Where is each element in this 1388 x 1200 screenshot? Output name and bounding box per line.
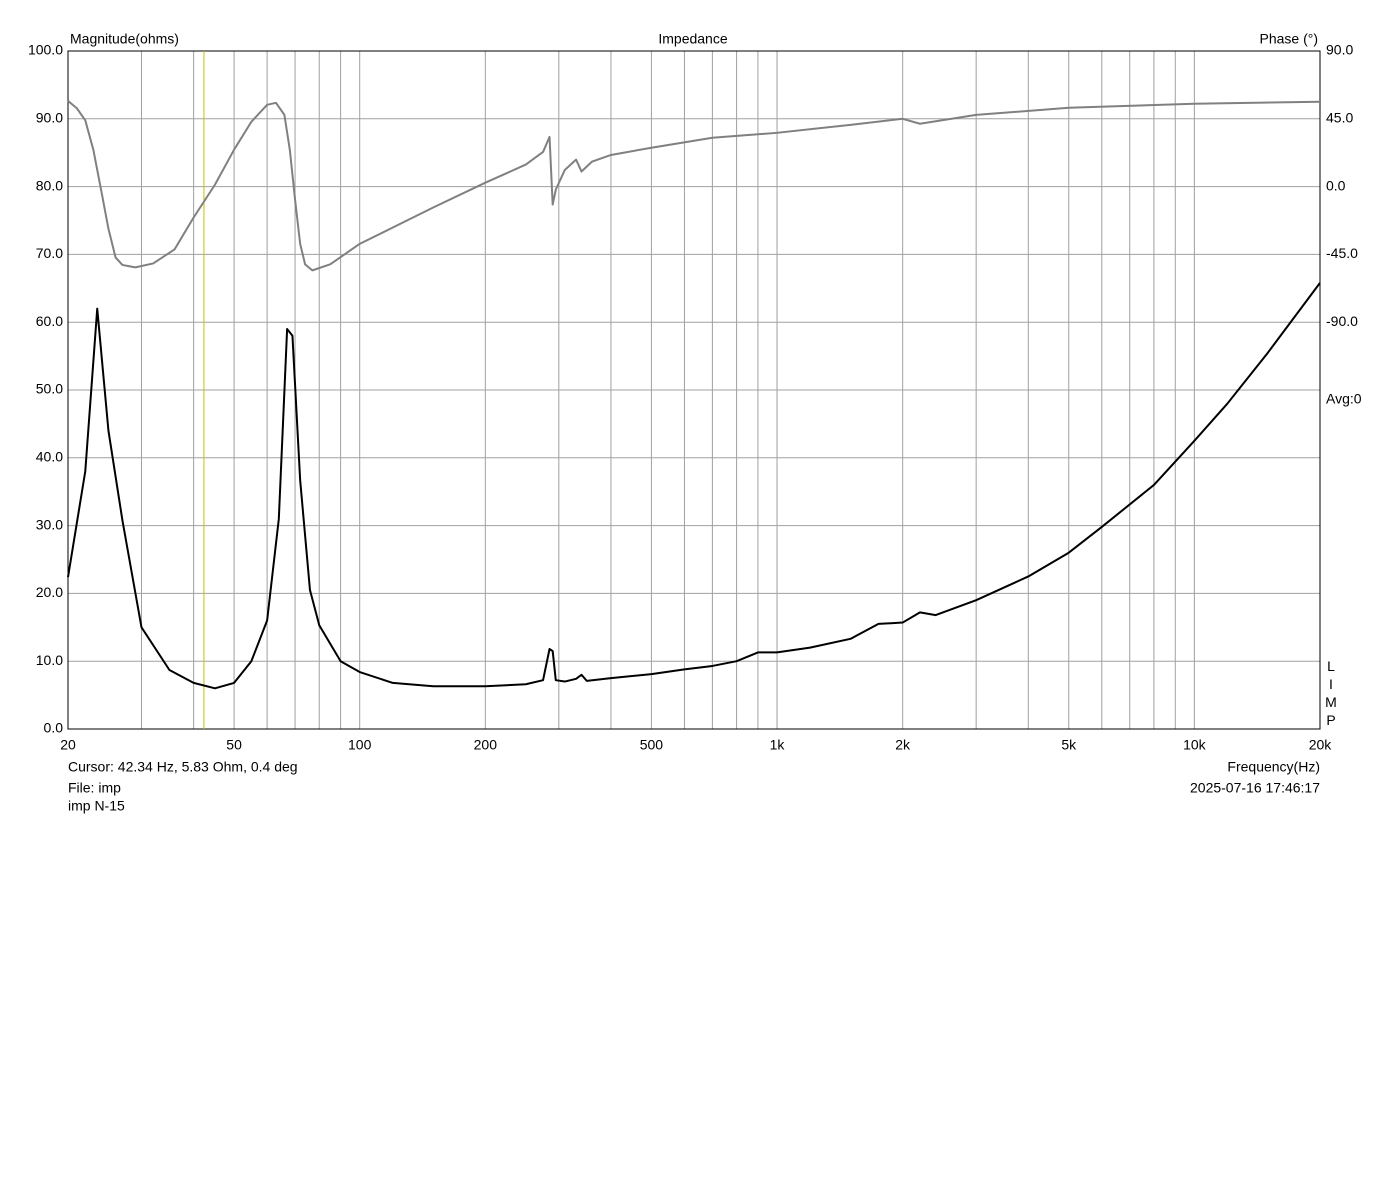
x-axis-label: Frequency(Hz) [1227,759,1320,775]
chart-title: Impedance [658,31,727,47]
file-label: File: imp [68,780,121,796]
y2-tick-label: -45.0 [1326,245,1358,261]
x-tick-label: 200 [474,737,498,753]
y-tick-label: 60.0 [36,313,63,329]
y2-axis-label: Phase (°) [1259,31,1318,47]
y-tick-label: 80.0 [36,177,63,193]
x-tick-label: 10k [1183,737,1207,753]
y-tick-label: 30.0 [36,516,63,532]
y-tick-label: 50.0 [36,381,63,397]
y2-tick-label: 45.0 [1326,110,1353,126]
x-tick-label: 1k [770,737,786,753]
y-tick-label: 20.0 [36,584,63,600]
plot-frame [67,50,1321,730]
cursor-readout: Cursor: 42.34 Hz, 5.83 Ohm, 0.4 deg [68,759,298,775]
x-tick-label: 100 [348,737,372,753]
x-tick-label: 50 [226,737,242,753]
x-tick-label: 20k [1309,737,1333,753]
y-tick-label: 40.0 [36,449,63,465]
series-line [67,100,1321,272]
y-axis-label: Magnitude(ohms) [70,31,179,47]
y-tick-label: 70.0 [36,245,63,261]
series-line [67,282,1321,690]
timestamp: 2025-07-16 17:46:17 [1190,780,1320,796]
program-label: LIMP [1323,658,1339,730]
x-tick-label: 20 [60,737,76,753]
y-tick-label: 0.0 [44,720,64,736]
average-label: Avg:0 [1326,391,1362,407]
file-name: imp N-15 [68,798,125,814]
y2-tick-label: 0.0 [1326,177,1346,193]
y-tick-label: 10.0 [36,652,63,668]
y2-tick-label: -90.0 [1326,313,1358,329]
y2-tick-label: 90.0 [1326,42,1353,58]
x-tick-label: 2k [895,737,911,753]
y-tick-label: 90.0 [36,110,63,126]
x-tick-label: 500 [640,737,664,753]
y-tick-label: 100.0 [28,42,63,58]
x-tick-label: 5k [1061,737,1077,753]
